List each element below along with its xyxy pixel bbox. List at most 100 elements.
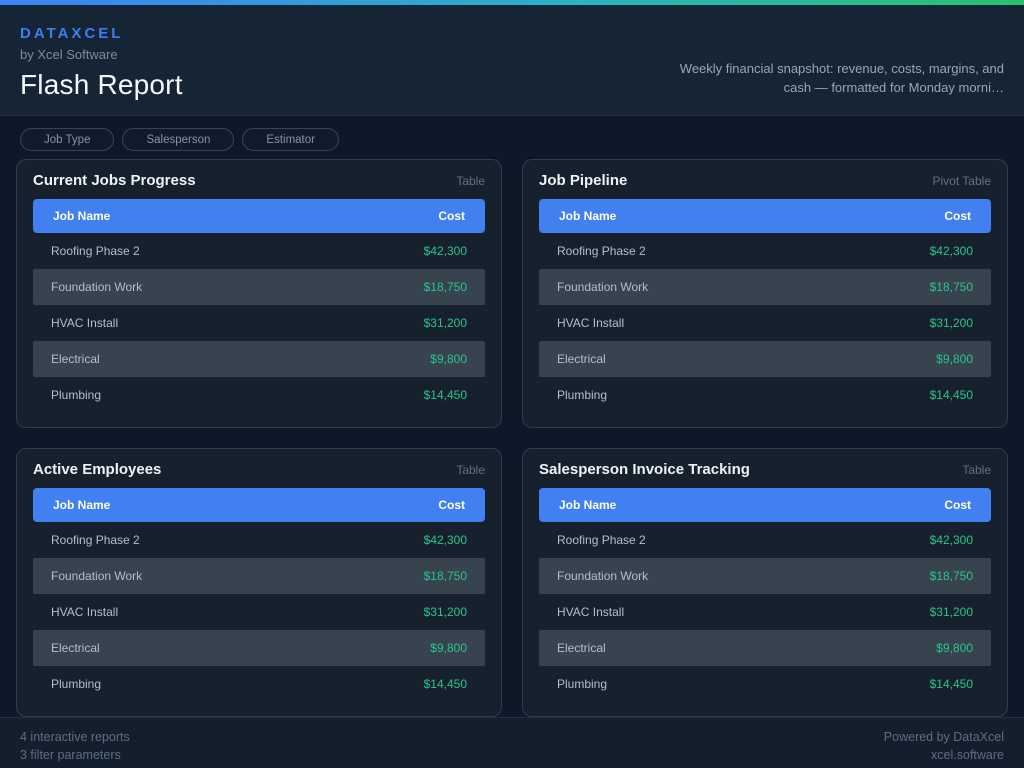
report-card-active-employees: Active Employees Table Job Name Cost Roo…: [16, 448, 502, 717]
table-body: Roofing Phase 2 $42,300 Foundation Work …: [539, 233, 991, 413]
cost-cell: $18,750: [929, 569, 973, 583]
table-row: Plumbing $14,450: [33, 377, 485, 413]
job-name-cell: Roofing Phase 2: [51, 533, 140, 547]
report-card-salesperson-invoice-tracking: Salesperson Invoice Tracking Table Job N…: [522, 448, 1008, 717]
card-title: Current Jobs Progress: [33, 172, 196, 189]
footer-powered-by: Powered by DataXcel: [883, 730, 1004, 744]
cost-cell: $9,800: [430, 641, 467, 655]
card-header: Current Jobs Progress Table: [33, 172, 485, 189]
column-header-job-name: Job Name: [53, 498, 111, 512]
cost-cell: $14,450: [423, 677, 467, 691]
table-header-row: Job Name Cost: [33, 199, 485, 233]
card-title: Salesperson Invoice Tracking: [539, 461, 750, 478]
job-name-cell: Plumbing: [51, 677, 102, 691]
column-header-cost: Cost: [944, 498, 971, 512]
job-name-cell: Plumbing: [51, 388, 102, 402]
table-row: Foundation Work $18,750: [33, 558, 485, 594]
cost-cell: $14,450: [423, 388, 467, 402]
card-type-badge: Table: [456, 463, 485, 477]
main-content: Job Type Salesperson Estimator Current J…: [0, 116, 1024, 717]
cost-cell: $9,800: [430, 352, 467, 366]
cost-cell: $14,450: [929, 677, 973, 691]
card-header: Active Employees Table: [33, 461, 485, 478]
job-name-cell: Plumbing: [557, 388, 608, 402]
report-description: Weekly financial snapshot: revenue, cost…: [680, 59, 1004, 97]
accent-gradient-bar: [0, 0, 1024, 5]
page-title: Flash Report: [20, 69, 183, 100]
filter-chip-label: Job Type: [44, 133, 91, 146]
table-row: HVAC Install $31,200: [33, 305, 485, 341]
column-header-job-name: Job Name: [559, 209, 617, 223]
reports-grid: Current Jobs Progress Table Job Name Cos…: [16, 159, 1008, 717]
job-name-cell: Electrical: [51, 352, 100, 366]
table-row: Roofing Phase 2 $42,300: [539, 233, 991, 269]
report-card-job-pipeline: Job Pipeline Pivot Table Job Name Cost R…: [522, 159, 1008, 428]
table-row: Roofing Phase 2 $42,300: [33, 522, 485, 558]
table-row: Plumbing $14,450: [33, 666, 485, 702]
table-header-row: Job Name Cost: [33, 488, 485, 522]
table-row: Electrical $9,800: [33, 341, 485, 377]
cost-cell: $31,200: [929, 605, 973, 619]
column-header-job-name: Job Name: [559, 498, 617, 512]
footer: 4 interactive reports 3 filter parameter…: [0, 717, 1024, 768]
table-body: Roofing Phase 2 $42,300 Foundation Work …: [33, 233, 485, 413]
card-header: Salesperson Invoice Tracking Table: [539, 461, 991, 478]
job-name-cell: Foundation Work: [557, 569, 649, 583]
table-row: Roofing Phase 2 $42,300: [33, 233, 485, 269]
report-description-line-2: cash — formatted for Monday morni…: [783, 80, 1004, 95]
column-header-job-name: Job Name: [53, 209, 111, 223]
table-row: HVAC Install $31,200: [539, 305, 991, 341]
cost-cell: $18,750: [423, 280, 467, 294]
card-type-badge: Pivot Table: [932, 174, 991, 188]
table-body: Roofing Phase 2 $42,300 Foundation Work …: [33, 522, 485, 702]
filter-chip-job-type[interactable]: Job Type: [20, 128, 115, 151]
report-card-current-jobs-progress: Current Jobs Progress Table Job Name Cos…: [16, 159, 502, 428]
job-name-cell: Roofing Phase 2: [557, 533, 646, 547]
card-type-badge: Table: [962, 463, 991, 477]
filter-chip-label: Salesperson: [146, 133, 211, 146]
filter-chip-estimator[interactable]: Estimator: [242, 128, 339, 151]
cost-cell: $42,300: [423, 244, 467, 258]
cost-cell: $9,800: [936, 641, 973, 655]
report-description-line-1: Weekly financial snapshot: revenue, cost…: [679, 61, 1004, 76]
cost-cell: $42,300: [929, 533, 973, 547]
card-header: Job Pipeline Pivot Table: [539, 172, 991, 189]
header: DATAXCEL by Xcel Software Flash Report W…: [0, 5, 1024, 116]
job-name-cell: Roofing Phase 2: [557, 244, 646, 258]
table-row: Plumbing $14,450: [539, 377, 991, 413]
job-name-cell: Roofing Phase 2: [51, 244, 140, 258]
table-header-row: Job Name Cost: [539, 199, 991, 233]
cost-cell: $9,800: [936, 352, 973, 366]
table-row: Plumbing $14,450: [539, 666, 991, 702]
job-name-cell: Plumbing: [557, 677, 608, 691]
table-row: Electrical $9,800: [539, 630, 991, 666]
column-header-cost: Cost: [438, 498, 465, 512]
job-name-cell: Foundation Work: [51, 569, 143, 583]
filter-bar: Job Type Salesperson Estimator: [16, 128, 1008, 151]
card-type-badge: Table: [456, 174, 485, 188]
table-row: Foundation Work $18,750: [539, 558, 991, 594]
footer-website: xcel.software: [931, 748, 1004, 762]
filter-chip-salesperson[interactable]: Salesperson: [122, 128, 235, 151]
table-row: Electrical $9,800: [539, 341, 991, 377]
job-name-cell: Electrical: [557, 352, 606, 366]
column-header-cost: Cost: [438, 209, 465, 223]
cost-cell: $14,450: [929, 388, 973, 402]
job-name-cell: Foundation Work: [51, 280, 143, 294]
cost-cell: $31,200: [423, 316, 467, 330]
cost-cell: $31,200: [929, 316, 973, 330]
table-row: Foundation Work $18,750: [539, 269, 991, 305]
job-name-cell: Foundation Work: [557, 280, 649, 294]
table-row: Roofing Phase 2 $42,300: [539, 522, 991, 558]
job-name-cell: HVAC Install: [51, 316, 119, 330]
cost-cell: $31,200: [423, 605, 467, 619]
table-row: HVAC Install $31,200: [33, 594, 485, 630]
job-name-cell: HVAC Install: [557, 605, 625, 619]
job-name-cell: Electrical: [51, 641, 100, 655]
table-row: Foundation Work $18,750: [33, 269, 485, 305]
job-name-cell: Electrical: [557, 641, 606, 655]
card-title: Active Employees: [33, 461, 162, 478]
footer-stats: 4 interactive reports 3 filter parameter…: [20, 728, 130, 768]
job-name-cell: HVAC Install: [51, 605, 119, 619]
